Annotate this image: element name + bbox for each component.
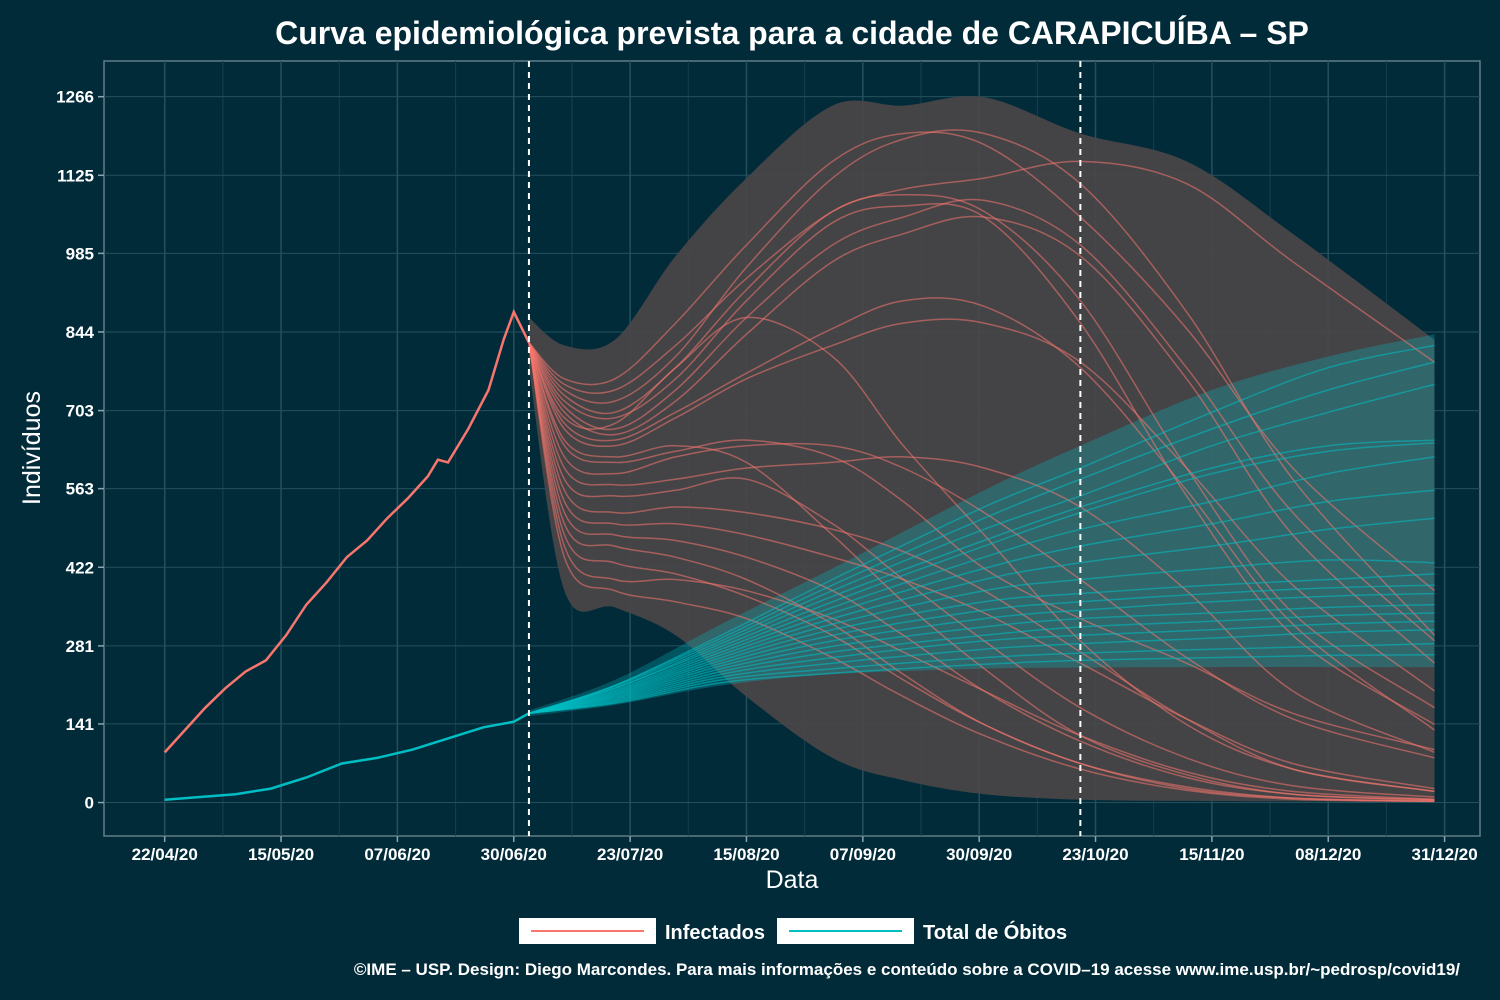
x-tick-label: 08/12/20 (1295, 845, 1361, 864)
y-tick-label: 985 (66, 244, 94, 263)
x-axis-label: Data (766, 866, 819, 894)
obitos-projection-line (528, 442, 1435, 715)
x-tick-label: 23/07/20 (597, 845, 663, 864)
obitos-projection-line (528, 361, 1435, 715)
y-tick-label: 141 (66, 715, 94, 734)
infectados-projection-line (528, 198, 1436, 642)
obitos-projection-line (528, 489, 1435, 715)
y-tick-label: 1266 (56, 88, 94, 107)
x-tick-label: 15/08/20 (713, 845, 779, 864)
infectados-projection-line (528, 342, 1435, 754)
infectados-projection-line (528, 342, 1435, 751)
y-axis-label: Indivíduos (18, 391, 46, 505)
obitos-projection-line (528, 603, 1435, 715)
infectados-projection-line (528, 203, 1435, 726)
caption: ©IME – USP. Design: Diego Marcondes. Par… (354, 960, 1460, 979)
infectados-projection-line (528, 160, 1435, 394)
y-tick-label: 703 (66, 402, 94, 421)
legend-label-infectados: Infectados (665, 922, 765, 944)
obitos-projection-line (528, 584, 1435, 715)
y-tick-label: 0 (85, 794, 94, 813)
infectados-projection-line (528, 342, 1435, 759)
y-tick-label: 422 (66, 558, 94, 577)
infectados-projection-line (528, 342, 1435, 803)
obitos-projection-line (528, 654, 1435, 715)
x-tick-label: 23/10/20 (1062, 845, 1128, 864)
chart-title: Curva epidemiológica prevista para a cid… (275, 15, 1309, 51)
infectados-projection-line (528, 318, 1435, 692)
infectados-observed-line (163, 308, 531, 754)
obitos-projection-line (528, 573, 1435, 715)
x-tick-label: 31/12/20 (1411, 845, 1477, 864)
infectados-projection-line (528, 316, 1435, 793)
x-tick-label: 15/05/20 (248, 845, 314, 864)
infectados-projection-line (528, 215, 1436, 664)
infectados-projection-line (528, 342, 1435, 803)
y-tick-label: 1125 (57, 166, 94, 185)
x-tick-label: 30/06/20 (481, 845, 547, 864)
infectados-projection-line (528, 342, 1435, 801)
infectados-projection-line (528, 342, 1435, 790)
infectados-projection-line (528, 129, 1436, 636)
x-tick-label: 15/11/20 (1179, 845, 1244, 864)
obitos-projection-line (528, 344, 1435, 715)
x-tick-label: 22/04/20 (132, 845, 198, 864)
obitos-projection-line (528, 517, 1435, 715)
obitos-projection-line (528, 628, 1435, 715)
obitos-projection-line (528, 383, 1435, 715)
infectados-projection-line (528, 297, 1435, 731)
y-tick-label: 281 (66, 637, 94, 656)
obitos-projection-line (528, 642, 1435, 715)
obitos-observed-line (164, 712, 530, 802)
legend-label-obitos: Total de Óbitos (923, 920, 1067, 944)
infectados-projection-line (528, 194, 1435, 709)
x-tick-label: 07/09/20 (830, 845, 896, 864)
obitos-projection-line (528, 592, 1435, 715)
infectados-projection-line (528, 342, 1435, 802)
x-tick-label: 30/09/20 (946, 845, 1012, 864)
infectados-projection-line (528, 342, 1435, 798)
plot-area: 0 141 281 422 563 703 844 985 1125 1266 22/04/20 15… (56, 60, 1481, 864)
legend: Infectados Total de Óbitos (519, 918, 1067, 944)
obitos-projection-line (528, 559, 1435, 715)
obitos-projection-line (528, 439, 1435, 715)
obitos-projection-line (528, 612, 1435, 715)
y-tick-label: 563 (66, 480, 94, 499)
obitos-projection-line (528, 456, 1435, 715)
y-tick-label: 844 (66, 323, 95, 342)
obitos-projection-line (528, 620, 1435, 715)
x-tick-label: 07/06/20 (364, 845, 430, 864)
infectados-projection-line (528, 342, 1435, 801)
